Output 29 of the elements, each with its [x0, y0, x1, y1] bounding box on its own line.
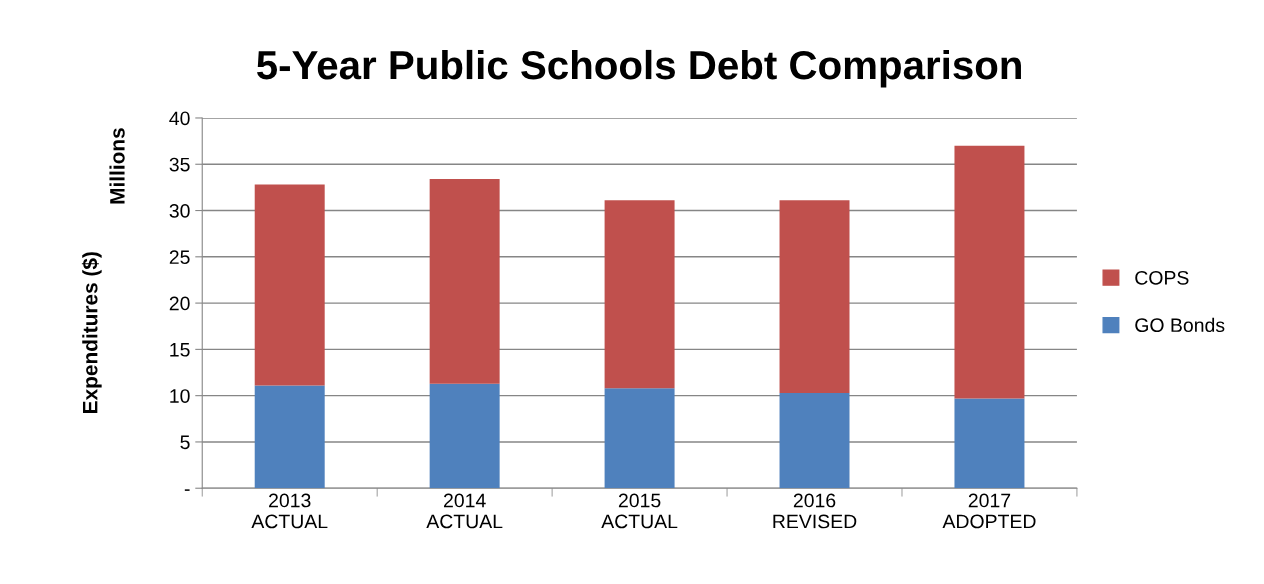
y-tick-label: 10	[170, 389, 190, 403]
text: Millions	[109, 128, 125, 204]
y-tick-label: 5	[180, 435, 190, 450]
y-tick-label: 15	[170, 343, 190, 357]
bar	[254, 385, 325, 489]
bar	[954, 398, 1025, 489]
y-tick-label: 30	[169, 204, 190, 218]
bar	[429, 179, 500, 384]
y-tick-label: 25	[169, 250, 190, 265]
bar	[254, 184, 325, 386]
chart-title: 5-Year Public Schools Debt Comparison	[256, 49, 1021, 88]
legend-label: GO Bonds	[1135, 317, 1225, 333]
bar	[429, 383, 500, 489]
x-tick-label: 2016 REVISED	[773, 493, 857, 529]
x-tick-label: 2013 ACTUAL	[251, 493, 328, 529]
bar	[779, 200, 850, 393]
y-tick-label: 20	[169, 296, 190, 311]
y-tick-label: 40	[169, 111, 190, 126]
bar	[779, 392, 850, 489]
x-tick-label: 2015 ACTUAL	[601, 493, 678, 529]
x-tick-label: 2014 ACTUAL	[426, 493, 503, 529]
bar	[604, 200, 675, 389]
bar	[604, 388, 675, 489]
y-axis-title: Expenditures ($)	[81, 252, 102, 413]
x-tick-label: 2017 ADOPTED	[942, 493, 1036, 529]
y-tick-label: -	[184, 489, 190, 491]
legend-label: COPS	[1135, 270, 1189, 285]
bar	[954, 145, 1025, 399]
y-tick-label: 35	[169, 157, 190, 172]
